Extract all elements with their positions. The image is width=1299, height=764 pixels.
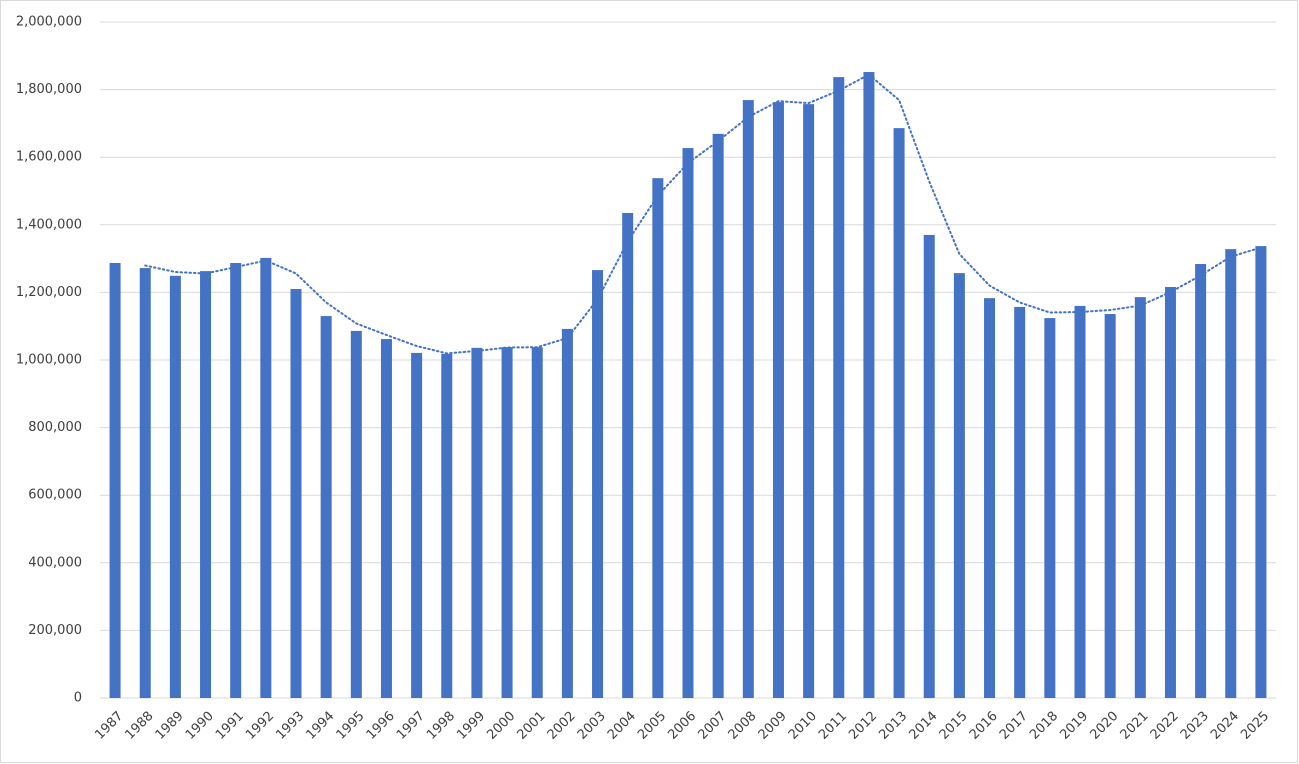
bar <box>320 316 332 698</box>
bar <box>682 148 694 699</box>
y-tick-label: 2,000,000 <box>16 15 82 30</box>
bar <box>712 133 724 699</box>
bar <box>441 353 453 698</box>
bar <box>260 257 272 698</box>
bar <box>1255 246 1267 698</box>
y-tick-label: 1,600,000 <box>16 150 82 165</box>
bar <box>1074 305 1086 698</box>
bar <box>169 275 181 698</box>
bar <box>109 262 121 698</box>
bar <box>1195 264 1207 698</box>
bar <box>471 347 483 698</box>
bar <box>411 352 423 698</box>
bar <box>984 298 996 698</box>
y-tick-label: 200,000 <box>28 623 82 638</box>
bar <box>139 268 151 698</box>
bar <box>592 270 604 698</box>
y-tick-label: 0 <box>74 691 82 706</box>
bar <box>561 328 573 698</box>
y-tick-label: 1,000,000 <box>16 353 82 368</box>
bar <box>1044 318 1056 698</box>
y-tick-label: 400,000 <box>28 555 82 570</box>
bar <box>772 102 784 698</box>
bar <box>290 289 302 698</box>
bar <box>622 212 634 698</box>
bar <box>652 178 664 698</box>
bar <box>531 347 543 698</box>
bar <box>200 271 212 698</box>
bar <box>923 234 935 698</box>
y-tick-label: 1,200,000 <box>16 285 82 300</box>
bar <box>833 77 845 699</box>
bar <box>1104 314 1116 698</box>
trend-line <box>144 73 1262 355</box>
bar <box>863 72 875 699</box>
bar <box>230 262 242 698</box>
bar <box>1014 306 1026 698</box>
y-tick-label: 600,000 <box>28 488 82 503</box>
bar <box>893 128 905 698</box>
bar <box>1134 297 1146 698</box>
bar <box>501 347 513 698</box>
bar <box>380 339 392 698</box>
bar <box>742 100 754 698</box>
y-tick-label: 800,000 <box>28 420 82 435</box>
bar <box>1164 286 1176 698</box>
bar <box>350 330 362 698</box>
bar <box>803 104 815 698</box>
bar <box>953 273 965 698</box>
y-tick-label: 1,400,000 <box>16 217 82 232</box>
y-tick-label: 1,800,000 <box>16 82 82 97</box>
bar <box>1225 249 1237 699</box>
